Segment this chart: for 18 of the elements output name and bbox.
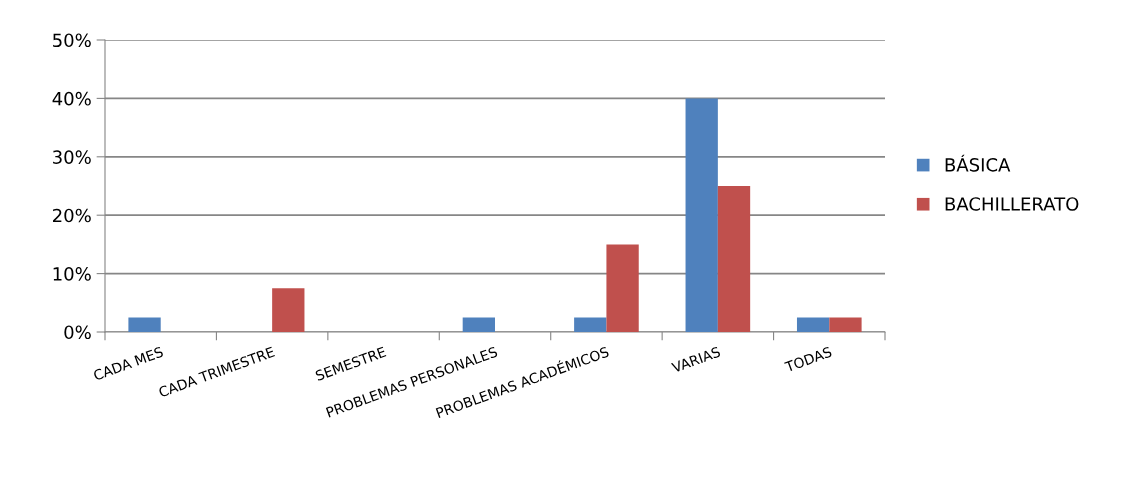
y-tick-label: 30%: [53, 150, 91, 164]
bar: [717, 186, 751, 332]
bar: [272, 288, 305, 332]
bar: [574, 317, 607, 332]
y-tick-label: 40%: [52, 91, 91, 106]
y-tick-label: 20%: [53, 208, 91, 223]
bar: [462, 317, 495, 332]
legend-label: BACHILLERATO: [945, 197, 1079, 211]
bar: [606, 244, 639, 332]
legend-label: BÁSICA: [945, 154, 1011, 172]
x-tick-label: CADA MES: [92, 346, 164, 381]
bar: [829, 317, 862, 332]
bar: [128, 317, 161, 332]
y-tick-label: 0%: [64, 325, 91, 340]
y-tick-label: 10%: [53, 267, 91, 281]
bar: [796, 317, 830, 332]
bar: [685, 98, 718, 332]
y-tick-label: 50%: [53, 33, 91, 48]
